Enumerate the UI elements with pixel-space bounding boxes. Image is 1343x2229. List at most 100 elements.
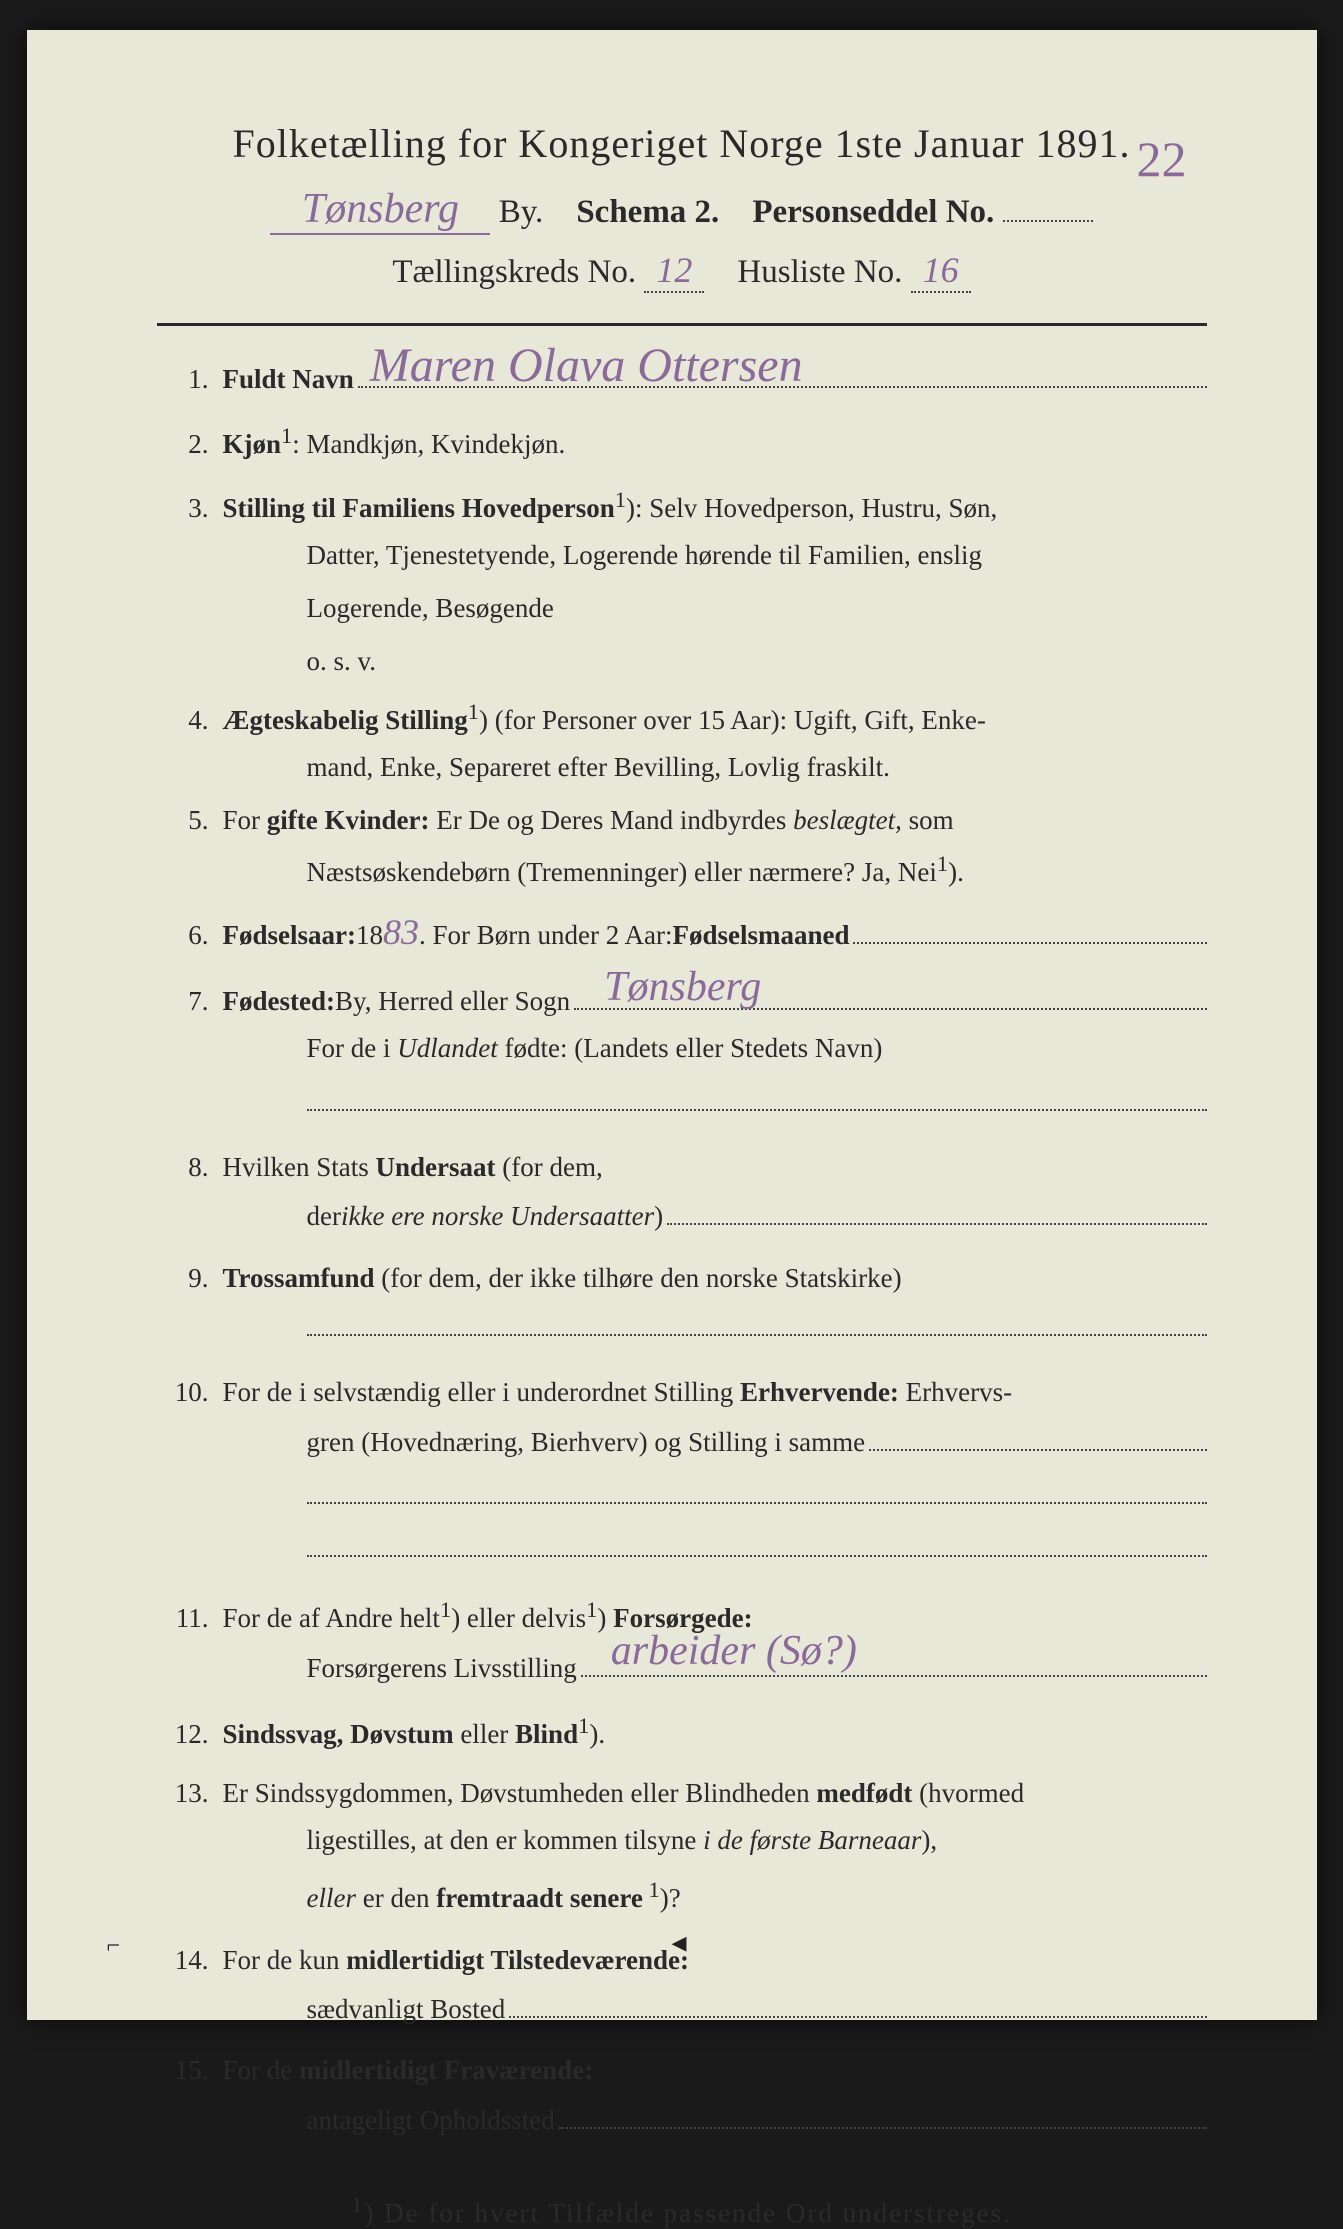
field-4-num: 4. [167, 699, 223, 742]
field-6-num: 6. [167, 914, 223, 957]
field-11-value: arbeider (Sø?) [611, 1618, 857, 1685]
field-5-pre: For [223, 805, 267, 835]
field-10-blank2 [167, 1527, 1207, 1570]
field-8-cont2: der ikke ere norske Undersaatter) [167, 1193, 1207, 1239]
field-4-line1: ) (for Personer over 15 Aar): Ugift, Gif… [479, 705, 986, 735]
field-5-line2: Næstsøskendebørn (Tremenninger) eller næ… [307, 857, 937, 887]
field-10-blank1 [167, 1474, 1207, 1517]
field-13-sup: 1 [643, 1877, 660, 1902]
field-5-sup: 1 [937, 851, 948, 876]
field-8-num: 8. [167, 1146, 223, 1189]
husliste-value: 16 [923, 249, 959, 291]
field-13-line2i: i de første Barneaar [703, 1825, 921, 1855]
field-1: 1. Fuldt Navn Maren Olava Ottersen [167, 356, 1207, 402]
field-8-line [667, 1193, 1206, 1225]
field-12-num: 12. [167, 1713, 223, 1756]
form-header: Folketælling for Kongeriget Norge 1ste J… [157, 120, 1207, 293]
field-13-line1a: Er Sindssygdommen, Døvstumheden eller Bl… [223, 1778, 817, 1808]
field-8-line2b: ) [654, 1195, 663, 1238]
form-title: Folketælling for Kongeriget Norge 1ste J… [157, 120, 1207, 167]
husliste-label: Husliste No. [737, 254, 902, 290]
field-8-line1a: Hvilken Stats [223, 1152, 376, 1182]
field-10-cont2: gren (Hovednæring, Bierhverv) og Stillin… [167, 1418, 1207, 1464]
field-7-blank [167, 1081, 1207, 1124]
field-9-label: Trossamfund [223, 1263, 375, 1293]
field-13-line3i: eller [307, 1883, 356, 1913]
bottom-mark: ◂ [672, 1925, 687, 1960]
by-label: By. [499, 194, 544, 230]
field-13-label3: fremtraadt senere [436, 1883, 643, 1913]
field-1-label: Fuldt Navn [223, 358, 354, 401]
field-13-cont2: ligestilles, at den er kommen tilsyne i … [167, 1819, 1207, 1862]
field-7-line2a: For de i [307, 1033, 398, 1063]
personseddel-blank [1003, 220, 1093, 222]
field-4-label: Ægteskabelig Stilling [223, 705, 468, 735]
field-7-value: Tønsberg [604, 954, 761, 1021]
field-8: 8. Hvilken Stats Undersaat (for dem, [167, 1146, 1207, 1189]
field-3-cont2: Datter, Tjenestetyende, Logerende hørend… [167, 534, 1207, 577]
field-13-line2b: ), [921, 1825, 937, 1855]
field-10: 10. For de i selvstændig eller i underor… [167, 1371, 1207, 1414]
field-5-line1b: som [902, 805, 954, 835]
field-2-num: 2. [167, 423, 223, 466]
field-9-num: 9. [167, 1257, 223, 1300]
tkreds-field: 12 [644, 249, 704, 293]
field-12-label2: Blind [515, 1719, 578, 1749]
field-3-line1: ): Selv Hovedperson, Hustru, Søn, [626, 493, 997, 523]
field-14-cont2: sædvanligt Bosted [167, 1986, 1207, 2032]
field-14-line [509, 1986, 1206, 2018]
field-4-sup: 1 [468, 699, 479, 724]
corner-mark-left: ⌐ [107, 1933, 121, 1960]
field-3-num: 3. [167, 487, 223, 530]
field-6-text2: . For Børn under 2 Aar: [419, 914, 672, 957]
form-body: 1. Fuldt Navn Maren Olava Ottersen 2. Kj… [157, 356, 1207, 2142]
field-12: 12. Sindssvag, Døvstum eller Blind1). [167, 1708, 1207, 1756]
field-7-line2i: Udlandet [397, 1033, 498, 1063]
tkreds-label: Tællingskreds No. [392, 254, 636, 290]
header-line-2: Tønsberg By. Schema 2. Personseddel No. [157, 185, 1207, 235]
field-1-value: Maren Olava Ottersen [370, 328, 803, 405]
field-7-line2b: fødte: (Landets eller Stedets Navn) [498, 1033, 883, 1063]
field-9-blank [167, 1306, 1207, 1349]
field-9-text: (for dem, der ikke tilhøre den norske St… [375, 1263, 902, 1293]
field-6-year-value: 83 [383, 904, 419, 962]
field-3: 3. Stilling til Familiens Hovedperson1):… [167, 482, 1207, 530]
field-9: 9. Trossamfund (for dem, der ikke tilhør… [167, 1257, 1207, 1300]
field-11-num: 11. [167, 1597, 223, 1640]
field-15-line2: antageligt Opholdssted [307, 2099, 555, 2142]
field-7-text1: By, Herred eller Sogn [335, 980, 570, 1023]
field-8-line2a: der [307, 1195, 341, 1238]
field-14-label: midlertidigt Tilstedeværende: [346, 1945, 689, 1975]
divider-rule [157, 323, 1207, 326]
field-15-line [559, 2097, 1207, 2129]
field-6-year-prefix: 18 [356, 914, 383, 957]
field-8-line2i: ikke ere norske Undersaatter [341, 1195, 654, 1238]
field-11-line1b: ) eller delvis [451, 1603, 586, 1633]
field-6-label: Fødselsaar: [223, 914, 356, 957]
field-14-line2: sædvanligt Bosted [307, 1988, 506, 2031]
field-13-line3a: er den [356, 1883, 436, 1913]
field-10-num: 10. [167, 1371, 223, 1414]
field-15-line1a: For de [223, 2055, 300, 2085]
field-10-line1b: Erhvervs- [899, 1377, 1012, 1407]
field-2-label: Kjøn [223, 429, 282, 459]
field-10-line [869, 1418, 1206, 1450]
by-name-handwritten: Tønsberg [270, 185, 490, 235]
field-11-line1a: For de af Andre helt [223, 1603, 440, 1633]
field-12-text2: ). [589, 1719, 605, 1749]
field-11-valline: arbeider (Sø?) [581, 1644, 1207, 1676]
field-15-cont2: antageligt Opholdssted [167, 2097, 1207, 2143]
header-line-3: Tællingskreds No. 12 Husliste No. 16 [157, 249, 1207, 293]
schema-label: Schema 2. [576, 194, 719, 230]
footnote: 1) De for hvert Tilfælde passende Ord un… [157, 2192, 1207, 2229]
field-14-num: 14. [167, 1939, 223, 1982]
field-7-label: Fødested: [223, 980, 335, 1023]
field-7-num: 7. [167, 980, 223, 1023]
field-4-cont2: mand, Enke, Separeret efter Bevilling, L… [167, 746, 1207, 789]
tkreds-value: 12 [656, 249, 692, 291]
field-2: 2. Kjøn1: Mandkjøn, Kvindekjøn. [167, 418, 1207, 466]
field-5-cont2: Næstsøskendebørn (Tremenninger) eller næ… [167, 846, 1207, 894]
field-12-label: Sindssvag, Døvstum [223, 1719, 454, 1749]
field-13-cont3: eller er den fremtraadt senere 1)? [167, 1872, 1207, 1920]
field-1-line: Maren Olava Ottersen [358, 356, 1207, 388]
